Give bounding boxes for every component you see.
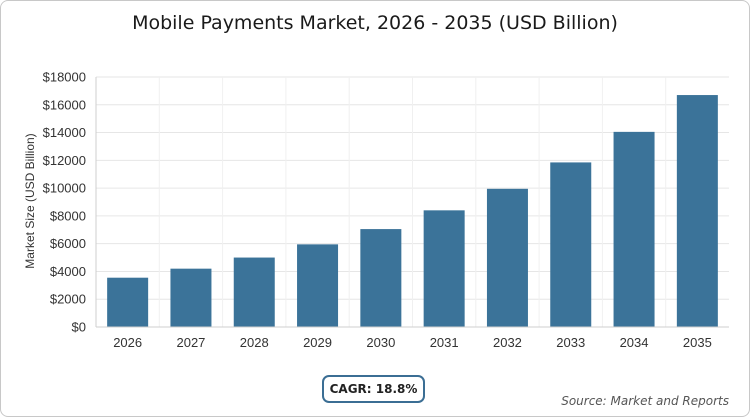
axes	[95, 77, 729, 328]
bar-2031	[423, 210, 465, 327]
x-tick-label: 2027	[176, 335, 205, 350]
y-tick-labels: $0 $2000 $4000 $6000 $8000 $10000 $12000 $14000…	[43, 70, 86, 335]
bar-2030	[360, 229, 402, 327]
bar-2035	[676, 95, 718, 327]
cagr-badge: CAGR: 18.8%	[322, 375, 425, 403]
x-tick-label: 2030	[366, 335, 395, 350]
x-tick-label: 2028	[240, 335, 269, 350]
bars	[107, 95, 718, 327]
y-tick-label: $10000	[43, 181, 86, 196]
y-tick-label: $12000	[43, 153, 86, 168]
bar-2034	[613, 131, 655, 327]
y-tick-label: $2000	[50, 292, 86, 307]
bar-2027	[170, 268, 212, 327]
x-tick-label: 2034	[620, 335, 649, 350]
x-tick-label: 2029	[303, 335, 332, 350]
chart-title: Mobile Payments Market, 2026 - 2035 (USD…	[132, 12, 618, 34]
bar-2026	[107, 277, 149, 327]
y-tick-label: $16000	[43, 97, 86, 112]
bar-2032	[486, 188, 528, 327]
y-tick-label: $8000	[50, 208, 86, 223]
x-tick-label: 2032	[493, 335, 522, 350]
y-tick-label: $6000	[50, 236, 86, 251]
y-axis-label: Market Size (USD Billion)	[23, 133, 37, 268]
x-tick-label: 2033	[556, 335, 585, 350]
bar-2029	[297, 244, 339, 327]
y-tick-label: $0	[72, 320, 86, 335]
bar-2028	[233, 257, 275, 327]
y-tick-label: $14000	[43, 125, 86, 140]
x-tick-label: 2026	[113, 335, 142, 350]
x-tick-labels: 2026 2027 2028 2029 2030 2031 2032 2033 2034 2035	[113, 335, 712, 350]
bar-2033	[550, 162, 592, 327]
source-note: Source: Market and Reports	[561, 394, 729, 408]
x-tick-label: 2035	[683, 335, 712, 350]
x-tick-label: 2031	[430, 335, 459, 350]
y-tick-label: $18000	[43, 70, 86, 85]
y-tick-label: $4000	[50, 264, 86, 279]
